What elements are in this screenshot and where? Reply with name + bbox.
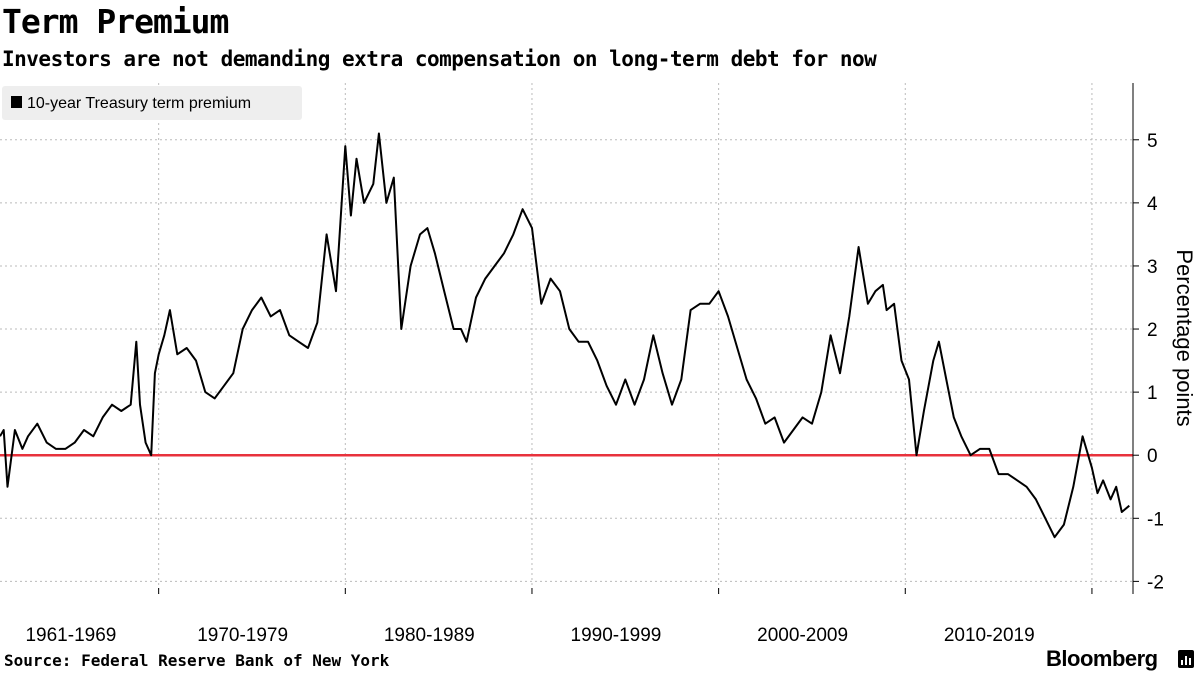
grid-layer [0,83,1133,594]
y-tick-label: 4 [1147,194,1158,215]
y-tick-label: -1 [1147,509,1164,530]
legend-label: 10-year Treasury term premium [27,95,251,112]
chart-title: Term Premium [2,2,229,41]
chart-subtitle: Investors are not demanding extra compen… [2,47,877,71]
x-tick-label: 1990-1999 [571,625,662,646]
y-axis-label: Percentage points [1172,249,1197,426]
x-axis-ticks: 1961-1969 1970-1979 1980-1989 1990-1999 2000… [25,588,1093,646]
source-note: Source: Federal Reserve Bank of New York [4,651,390,670]
x-tick-label: 1980-1989 [384,625,475,646]
legend-swatch [11,96,22,108]
x-tick-label: 2010-2019 [944,625,1035,646]
x-tick-label: 2000-2009 [757,625,848,646]
y-tick-label: 3 [1147,257,1158,278]
y-tick-label: 5 [1147,131,1158,152]
bloomberg-terminal-icon [1178,650,1194,668]
y-tick-label: 1 [1147,383,1158,404]
y-tick-label: 0 [1147,446,1158,467]
y-tick-label: 2 [1147,320,1158,341]
brand-logo-text: Bloomberg [1046,646,1158,671]
x-tick-label: 1961-1969 [25,625,116,646]
x-tick-label: 1970-1979 [197,625,288,646]
y-axis-ticks: -2 -1 0 1 2 3 4 5 [1133,131,1164,593]
legend-background [2,86,302,120]
series-line-term-premium [0,132,1130,539]
legend: 10-year Treasury term premium [2,86,302,120]
y-tick-label: -2 [1147,572,1164,593]
